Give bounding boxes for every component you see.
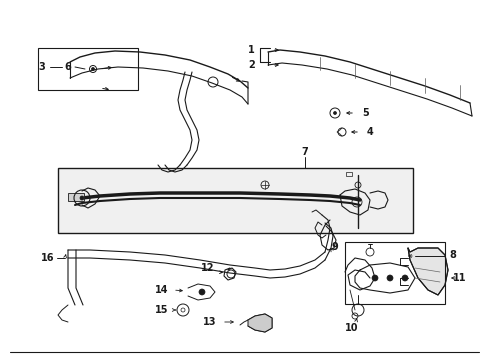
- Text: 5: 5: [361, 108, 368, 118]
- Text: 3: 3: [39, 62, 45, 72]
- Text: 2: 2: [248, 60, 254, 70]
- Polygon shape: [407, 248, 447, 295]
- Text: 13: 13: [203, 317, 216, 327]
- Bar: [345, 242, 444, 304]
- Text: 14: 14: [155, 285, 168, 295]
- Circle shape: [80, 196, 84, 200]
- Text: 9: 9: [331, 242, 338, 252]
- Circle shape: [371, 275, 377, 281]
- Text: 7: 7: [301, 147, 308, 157]
- Text: 6: 6: [64, 62, 71, 72]
- Circle shape: [333, 112, 336, 114]
- Bar: [58, 168, 412, 233]
- Text: 10: 10: [345, 323, 358, 333]
- Text: 16: 16: [41, 253, 55, 263]
- Circle shape: [386, 275, 392, 281]
- Text: 4: 4: [366, 127, 373, 137]
- Bar: [346, 172, 351, 176]
- Bar: [68, 193, 84, 201]
- Bar: [38, 48, 138, 90]
- Polygon shape: [247, 314, 271, 332]
- Text: 8: 8: [448, 250, 455, 260]
- Text: 15: 15: [155, 305, 168, 315]
- Circle shape: [401, 275, 407, 281]
- Text: 1: 1: [248, 45, 254, 55]
- Text: 12: 12: [201, 263, 214, 273]
- Circle shape: [91, 68, 94, 71]
- Text: 11: 11: [452, 273, 466, 283]
- Circle shape: [199, 289, 204, 295]
